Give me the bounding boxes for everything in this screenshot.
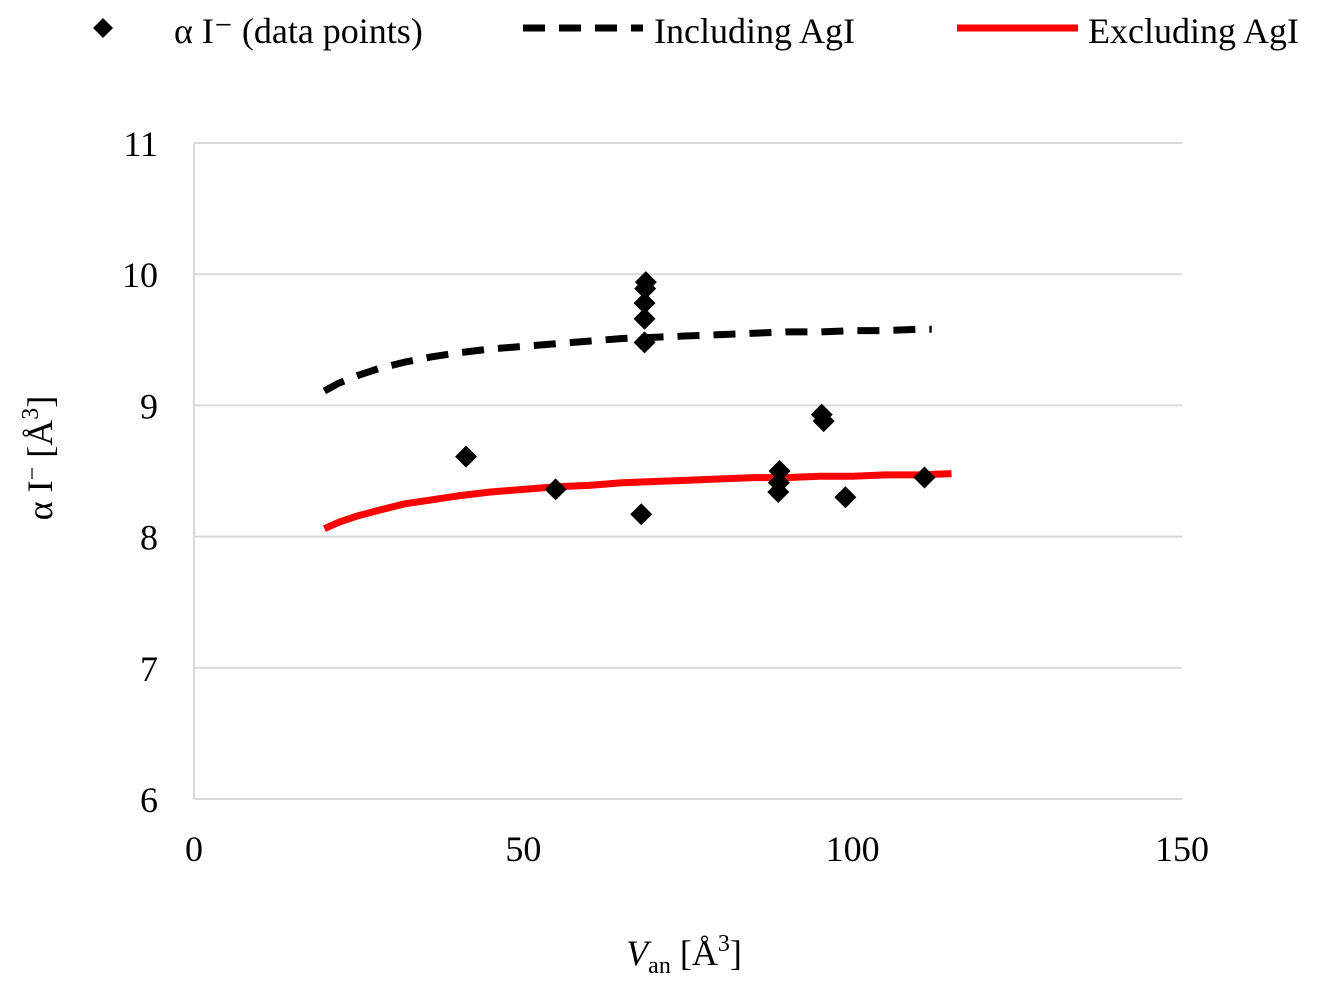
- data-point-diamond: [633, 307, 656, 330]
- y-tick-label: 10: [122, 255, 158, 295]
- gridlines: [194, 142, 1182, 669]
- svg-text:α I− [Å3]: α I− [Å3]: [18, 396, 60, 520]
- axes: [193, 143, 1182, 800]
- data-point-diamond: [812, 410, 835, 433]
- y-axis-label-unit: [Å: [20, 420, 60, 458]
- x-axis-label-unit-sup: 3: [718, 931, 730, 957]
- series-line-including-agi: [322, 325, 932, 395]
- data-point-diamond: [544, 478, 567, 501]
- data-point-diamond: [768, 460, 791, 482]
- x-tick-label: 150: [1155, 829, 1209, 869]
- y-tick-label: 11: [123, 124, 158, 164]
- legend-label-excluding-agi: Excluding AgI: [1088, 11, 1299, 51]
- svg-text:Van [Å3]: Van [Å3]: [626, 931, 742, 979]
- y-tick-label: 7: [140, 649, 158, 689]
- x-tick-labels: 0 50 100 150: [185, 829, 1209, 869]
- legend-item-including-agi: Including AgI: [523, 11, 855, 51]
- series-points: [455, 271, 936, 526]
- x-axis-label-sub: an: [648, 953, 671, 979]
- data-point-diamond: [767, 471, 790, 494]
- data-point-diamond: [913, 466, 936, 489]
- y-axis-label: α I− [Å3]: [18, 396, 60, 520]
- y-tick-label: 8: [140, 518, 158, 558]
- x-tick-label: 100: [826, 829, 880, 869]
- y-axis-label-unit-sup: 3: [18, 408, 44, 420]
- data-point-diamond: [834, 486, 857, 509]
- x-tick-label: 50: [505, 829, 541, 869]
- x-axis-label-var: V: [626, 933, 652, 973]
- series-lines: [322, 325, 952, 532]
- data-point-diamond: [630, 503, 653, 526]
- x-axis-label-unit-close: ]: [730, 933, 742, 973]
- x-tick-label: 0: [185, 829, 203, 869]
- data-point-diamond: [455, 445, 478, 468]
- series-line-excluding-agi: [322, 470, 952, 532]
- y-tick-labels: 6 7 8 9 10 11: [122, 124, 158, 820]
- legend-label-data-points: α I⁻ (data points): [174, 11, 423, 51]
- data-point-diamond: [634, 271, 657, 294]
- legend-diamond-marker: [93, 18, 113, 38]
- x-axis-label: Van [Å3]: [626, 931, 742, 979]
- data-point-diamond: [633, 331, 656, 354]
- y-axis-label-unit-close: ]: [20, 396, 60, 408]
- y-tick-label: 6: [140, 780, 158, 820]
- legend-item-data-points: α I⁻ (data points): [93, 11, 423, 51]
- legend-item-excluding-agi: Excluding AgI: [957, 11, 1299, 51]
- x-axis-label-unit: [Å: [680, 933, 718, 973]
- y-axis-label-minus: −: [20, 467, 46, 481]
- data-point-diamond: [633, 292, 656, 315]
- y-axis-label-main: α I: [20, 480, 60, 520]
- legend: α I⁻ (data points) Including AgI Excludi…: [93, 11, 1299, 51]
- plot-area: 6 7 8 9 10 11 0 50 100 150: [122, 124, 1209, 869]
- legend-label-including-agi: Including AgI: [654, 11, 855, 51]
- y-tick-label: 9: [140, 386, 158, 426]
